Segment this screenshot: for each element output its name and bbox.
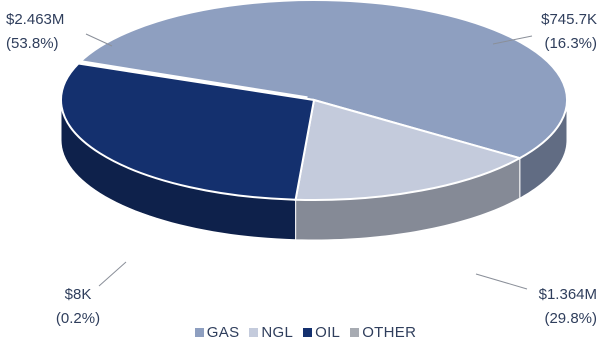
legend-item-oil: OIL bbox=[303, 324, 340, 341]
pie-top-layer bbox=[60, 0, 568, 201]
data-label-percent-oil: (29.8%) bbox=[544, 310, 597, 327]
legend-swatch-other bbox=[350, 327, 360, 337]
pie-slice-oil bbox=[60, 62, 316, 201]
leader-line-other bbox=[98, 261, 127, 287]
pie-slice-other bbox=[69, 58, 308, 99]
leader-line-oil bbox=[475, 273, 528, 290]
legend-swatch-ngl bbox=[249, 327, 259, 337]
legend-item-ngl: NGL bbox=[249, 324, 293, 341]
legend-label-gas: GAS bbox=[206, 323, 240, 341]
data-label-value-oil: $1.364M bbox=[539, 286, 597, 303]
pie-slice-ngl bbox=[294, 98, 523, 201]
data-labels-layer: $2.463M (53.8%) $745.7K (16.3%) $1.364M (29.8… bbox=[6, 11, 597, 327]
legend-swatch-gas bbox=[194, 327, 204, 337]
leader-line-ngl bbox=[492, 35, 533, 45]
legend-item-gas: GAS bbox=[194, 323, 240, 341]
legend-label-ngl: NGL bbox=[261, 323, 294, 341]
data-label-percent-other: (0.2%) bbox=[56, 310, 100, 327]
data-label-value-other: $8K bbox=[65, 286, 92, 303]
data-label-percent-ngl: (16.3%) bbox=[544, 35, 597, 52]
data-label-value-gas: $2.463M bbox=[6, 11, 64, 28]
legend-label-other: OTHER bbox=[362, 323, 417, 341]
legend-swatch-oil bbox=[303, 327, 313, 337]
legend-label-oil: OIL bbox=[315, 323, 341, 341]
data-label-percent-gas: (53.8%) bbox=[6, 35, 59, 52]
leader-line-gas bbox=[85, 33, 113, 47]
chart-legend: GAS NGL OIL OTHER bbox=[0, 321, 611, 343]
data-label-value-ngl: $745.7K bbox=[541, 11, 597, 28]
pie-slice-gas bbox=[77, 0, 568, 160]
legend-item-other: OTHER bbox=[350, 324, 416, 341]
